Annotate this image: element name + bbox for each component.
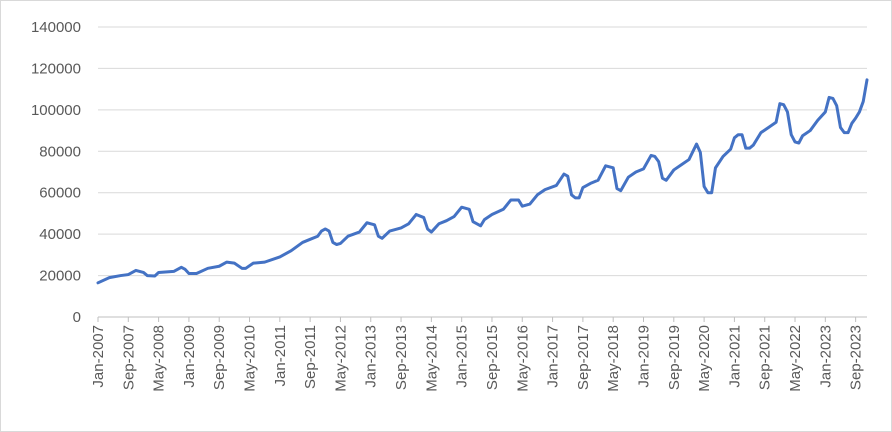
x-tick-label: Sep-2013 <box>393 325 410 390</box>
y-tick-label: 140000 <box>31 19 81 36</box>
x-tick-label: May-2010 <box>242 325 259 392</box>
y-tick-label: 80000 <box>39 143 81 160</box>
x-tick-label: Jan-2017 <box>545 325 562 388</box>
x-tick-label: Sep-2021 <box>757 325 774 390</box>
x-tick-label: Sep-2019 <box>666 325 683 390</box>
y-axis-tick-labels: 0 20000 40000 60000 80000 100000 120000 140000 <box>31 19 81 326</box>
x-tick-label: Jan-2007 <box>90 325 107 388</box>
x-tick-label: Jan-2019 <box>635 325 652 388</box>
series-layer <box>96 78 869 285</box>
y-tick-label: 20000 <box>39 268 81 285</box>
x-tick-label: Jan-2021 <box>726 325 743 388</box>
x-tick-label: Sep-2015 <box>484 325 501 390</box>
series-line <box>96 78 869 285</box>
x-tick-label: May-2016 <box>514 325 531 392</box>
y-tick-label: 40000 <box>39 226 81 243</box>
x-tick-label: Jan-2023 <box>817 325 834 388</box>
x-tick-label: May-2014 <box>423 325 440 392</box>
x-tick-label: Sep-2017 <box>575 325 592 390</box>
x-tick-label: May-2022 <box>787 325 804 392</box>
y-tick-label: 0 <box>73 309 81 326</box>
x-tick-label: May-2012 <box>332 325 349 392</box>
x-tick-label: Sep-2009 <box>211 325 228 390</box>
y-tick-label: 60000 <box>39 185 81 202</box>
x-tick-label: May-2020 <box>696 325 713 392</box>
x-tick-label: May-2018 <box>605 325 622 392</box>
x-axis-tick-labels: Jan-2007 Sep-2007 May-2008 Jan-2009 Sep-2009… <box>90 317 865 392</box>
y-tick-label: 100000 <box>31 102 81 119</box>
x-tick-label: Sep-2011 <box>302 325 319 389</box>
x-tick-label: Jan-2015 <box>454 325 471 388</box>
x-tick-label: Jan-2011 <box>272 325 289 386</box>
gridlines <box>98 26 867 277</box>
y-tick-label: 120000 <box>31 60 81 77</box>
x-tick-label: Jan-2013 <box>363 325 380 388</box>
x-tick-label: Sep-2023 <box>848 325 865 390</box>
x-tick-label: May-2008 <box>151 325 168 392</box>
x-tick-label: Sep-2007 <box>120 325 137 390</box>
x-tick-label: Jan-2009 <box>181 325 198 388</box>
